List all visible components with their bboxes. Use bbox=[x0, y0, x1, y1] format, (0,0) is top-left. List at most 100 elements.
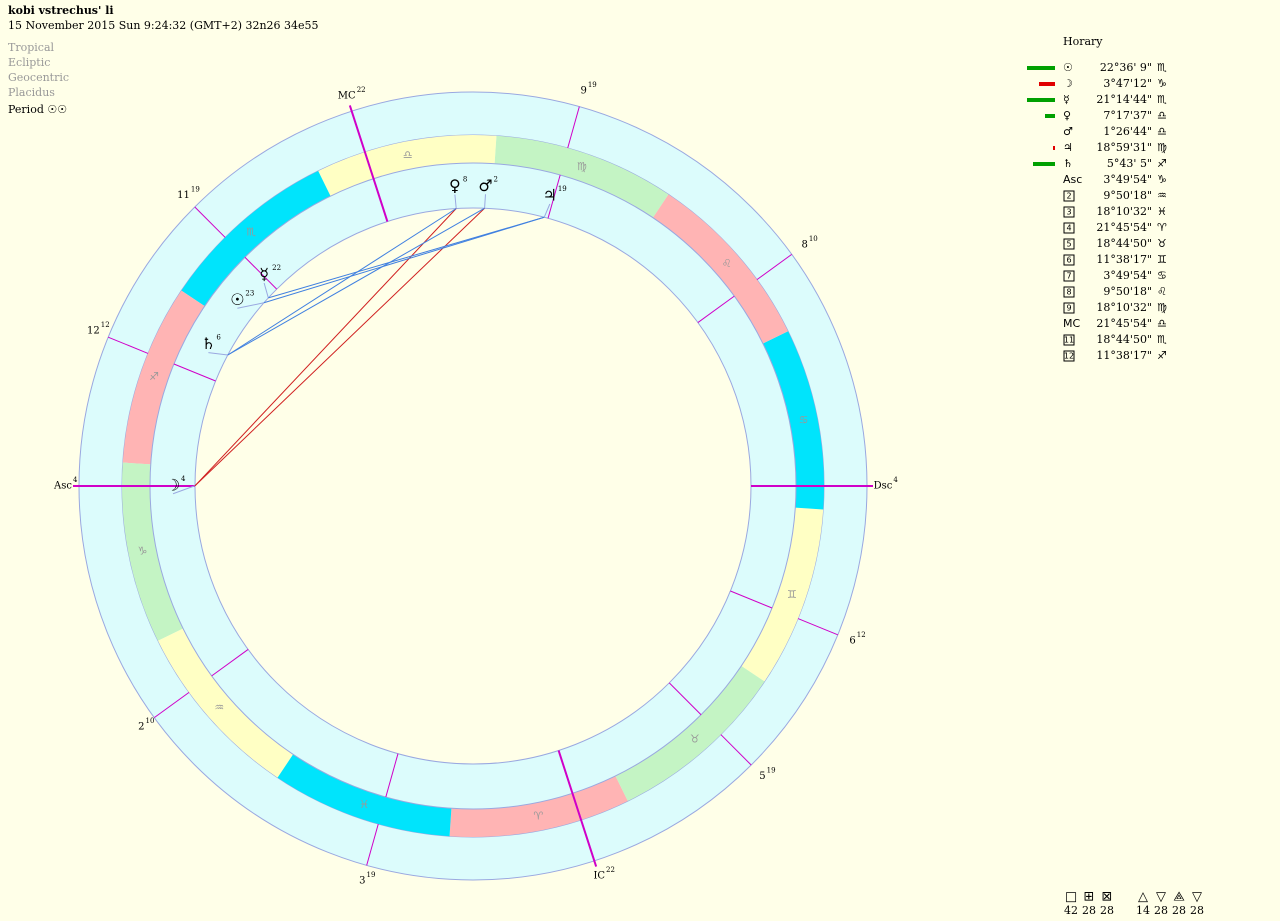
cusp-degree: 19 bbox=[191, 186, 200, 194]
row-position: 7°17'37" bbox=[1103, 109, 1152, 122]
sign-glyph: ♏ bbox=[246, 225, 256, 238]
inner-circle bbox=[194, 207, 752, 765]
sign-glyph: ♓ bbox=[359, 798, 369, 811]
sign-glyph: ♒ bbox=[214, 701, 224, 714]
row-position: 21°45'54" bbox=[1096, 221, 1152, 234]
sign-segment bbox=[181, 170, 331, 307]
sign-segment bbox=[741, 507, 824, 682]
angle-line bbox=[557, 750, 598, 867]
house-box bbox=[1063, 222, 1075, 234]
cusp-degree: 12 bbox=[857, 631, 866, 639]
planet-tick bbox=[208, 352, 228, 356]
cusp-line bbox=[697, 295, 735, 323]
aspect-count: 28 bbox=[1190, 904, 1204, 917]
row-position: 21°14'44" bbox=[1096, 93, 1152, 106]
cusp-line bbox=[547, 174, 561, 219]
planet-degree: 6 bbox=[216, 334, 221, 342]
planet-glyph: ♃ bbox=[543, 186, 557, 205]
cusp-degree: 4 bbox=[893, 476, 898, 484]
cusp-label: MC bbox=[338, 90, 356, 101]
house-box bbox=[1063, 206, 1075, 218]
cusp-degree: 22 bbox=[606, 866, 615, 874]
planet-degree: 22 bbox=[272, 264, 281, 272]
row-sign: ♉ bbox=[1157, 237, 1167, 250]
cusp-degree: 22 bbox=[357, 86, 366, 94]
planet-degree: 8 bbox=[463, 176, 467, 184]
cusp-line bbox=[720, 734, 752, 766]
aspect-line bbox=[227, 208, 457, 356]
aspect-count: 28 bbox=[1172, 904, 1186, 917]
planet-glyph: ♂ bbox=[478, 176, 492, 195]
row-sign: ♏ bbox=[1157, 93, 1167, 106]
angle-line bbox=[348, 105, 389, 222]
row-symbol: 4 bbox=[1066, 224, 1071, 233]
cusp-line bbox=[730, 590, 773, 609]
row-sign: ♎ bbox=[1157, 109, 1167, 122]
row-symbol: 3 bbox=[1066, 208, 1071, 217]
cusp-label: 3 bbox=[359, 875, 365, 886]
row-sign: ♌ bbox=[1157, 285, 1167, 298]
planet-tick bbox=[484, 194, 486, 209]
row-position: 3°49'54" bbox=[1103, 269, 1152, 282]
planet-degree: 23 bbox=[245, 289, 254, 297]
sign-glyph: ♐ bbox=[149, 370, 159, 383]
sign-segment bbox=[157, 628, 294, 778]
cusp-line bbox=[756, 253, 793, 281]
planet-tick bbox=[454, 194, 457, 209]
row-position: 18°10'32" bbox=[1096, 205, 1152, 218]
row-sign: ♐ bbox=[1157, 349, 1167, 362]
positions-table: ☉ 22°36' 9" ♏ ☽ 3°47'12" ♑ ☿ 21°14'44" ♏ ♀ 7°17'37… bbox=[1063, 61, 1167, 362]
row-position: 18°10'32" bbox=[1096, 301, 1152, 314]
aspect-line bbox=[268, 216, 545, 299]
planet-glyph: ☽ bbox=[166, 475, 180, 494]
row-position: 18°59'31" bbox=[1096, 141, 1152, 154]
row-symbol: 8 bbox=[1066, 288, 1071, 297]
row-symbol: ☿ bbox=[1063, 93, 1070, 106]
house-box bbox=[1063, 270, 1075, 282]
aspect-line bbox=[263, 216, 545, 304]
cusp-label: 8 bbox=[801, 239, 807, 250]
cusp-line bbox=[173, 363, 216, 382]
cusp-line bbox=[366, 823, 379, 866]
cusp-label: IC bbox=[593, 871, 605, 882]
setting: Placidus bbox=[8, 86, 55, 99]
aspect-count: 28 bbox=[1100, 904, 1114, 917]
sign-glyph: ♈ bbox=[533, 810, 543, 823]
row-symbol: 6 bbox=[1066, 256, 1071, 265]
row-sign: ♏ bbox=[1157, 333, 1167, 346]
sign-segment bbox=[122, 290, 205, 465]
row-position: 3°49'54" bbox=[1103, 173, 1152, 186]
cusp-line bbox=[797, 618, 838, 636]
cusp-label: 12 bbox=[87, 326, 100, 337]
sign-segment bbox=[121, 462, 184, 641]
sign-glyph: ♊ bbox=[787, 588, 797, 601]
row-sign: ♑ bbox=[1157, 77, 1167, 90]
row-position: 18°44'50" bbox=[1096, 237, 1152, 250]
aspect-symbol: ▽ bbox=[1156, 890, 1166, 905]
planet-tick bbox=[172, 485, 196, 495]
aspect-count: 28 bbox=[1154, 904, 1168, 917]
row-position: 22°36' 9" bbox=[1100, 61, 1152, 74]
row-sign: ♒ bbox=[1157, 189, 1167, 202]
row-symbol: MC bbox=[1063, 317, 1080, 330]
row-sign: ♈ bbox=[1157, 221, 1167, 234]
cusp-label: 5 bbox=[759, 771, 765, 782]
sign-segment bbox=[615, 665, 765, 802]
cusp-label: Asc bbox=[53, 481, 72, 492]
row-sign: ♍ bbox=[1157, 301, 1167, 314]
row-sign: ♐ bbox=[1157, 157, 1167, 170]
aspect-symbol: ⟁ bbox=[1173, 890, 1185, 905]
row-position: 9°50'18" bbox=[1103, 285, 1152, 298]
row-symbol: ♂ bbox=[1063, 125, 1073, 138]
aspect-line bbox=[227, 207, 485, 356]
house-box bbox=[1063, 302, 1075, 314]
row-position: 18°44'50" bbox=[1096, 333, 1152, 346]
setting: Geocentric bbox=[8, 71, 69, 84]
row-symbol: ☉ bbox=[1063, 61, 1073, 74]
aspect-symbol: ▽ bbox=[1192, 890, 1202, 905]
house-box bbox=[1063, 190, 1075, 202]
cusp-line bbox=[567, 106, 580, 149]
row-sign: ♑ bbox=[1157, 173, 1167, 186]
cusp-line bbox=[108, 336, 149, 354]
row-position: 5°43' 5" bbox=[1107, 157, 1152, 170]
